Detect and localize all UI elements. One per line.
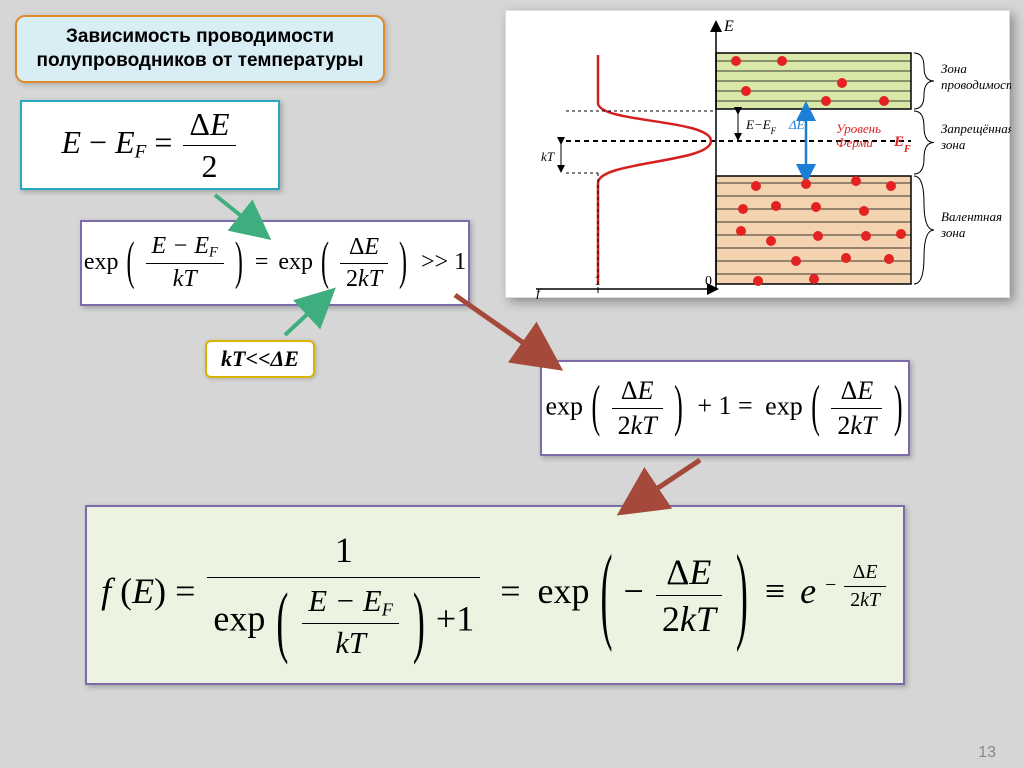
equation-2: exp ( E − EF kT ) = exp ( ΔE 2kT ) >> 1 (80, 220, 470, 306)
eq1-den: 2 (183, 146, 235, 185)
eq2-num1sub: F (209, 244, 218, 260)
eq2-tail: >> 1 (421, 249, 466, 275)
svg-text:ΔE: ΔE (788, 117, 805, 132)
eq2-exp2: exp (278, 249, 313, 275)
eq1-F: F (135, 141, 147, 162)
eq4-dnum: 1 (207, 529, 480, 578)
svg-text:Валентная: Валентная (941, 209, 1002, 224)
eq4-ib: kT (302, 624, 399, 661)
eq1-E2: E (115, 123, 135, 159)
svg-text:EF: EF (893, 134, 911, 155)
eq4-exp: exp (538, 571, 590, 611)
eq1-E: E (61, 123, 81, 159)
eq2-num1: E − E (152, 233, 210, 259)
svg-text:проводимости: проводимости (941, 77, 1011, 92)
eq4-dtail: +1 (436, 599, 474, 639)
svg-text:зона: зона (940, 137, 966, 152)
svg-text:E−EF: E−EF (745, 117, 777, 136)
band-diagram-svg: ЗонапроводимостиЗапрещённаязонаВалентная… (506, 11, 1011, 299)
eq4-dexp: exp (213, 599, 265, 639)
svg-text:kT: kT (541, 149, 555, 164)
slide-title: Зависимость проводимости полупроводников… (31, 25, 369, 73)
eq4-it: E − E (308, 584, 381, 618)
page-number: 13 (978, 744, 996, 762)
eq3-mid: + 1 = (697, 391, 752, 420)
svg-text:Уровень: Уровень (836, 121, 881, 136)
svg-text:Ферми: Ферми (836, 135, 873, 150)
title-box: Зависимость проводимости полупроводников… (15, 15, 385, 83)
eq4-its: F (382, 600, 393, 620)
equation-4: f (E) = 1 exp ( E − EF kT ) +1 = exp ( −… (85, 505, 905, 685)
note-kT: kT<<ΔE (205, 340, 315, 378)
eq2-den1: kT (146, 264, 224, 293)
svg-text:E: E (723, 18, 734, 35)
band-diagram: ЗонапроводимостиЗапрещённаязонаВалентная… (505, 10, 1010, 298)
eq3-exp2: exp (765, 391, 803, 420)
eq2-eq: = (255, 249, 269, 275)
svg-text:Зона: Зона (941, 61, 967, 76)
svg-text:зона: зона (940, 225, 966, 240)
eq3-exp1: exp (545, 391, 583, 420)
eq2-exp1: exp (84, 249, 119, 275)
svg-text:0: 0 (705, 274, 712, 289)
equation-1: E − EF = ΔE 2 (20, 100, 280, 190)
svg-text:Запрещённая: Запрещённая (941, 121, 1011, 136)
note-text: kT<<ΔE (221, 346, 299, 371)
equation-3: exp ( ΔE 2kT ) + 1 = exp ( ΔE 2kT ) (540, 360, 910, 456)
